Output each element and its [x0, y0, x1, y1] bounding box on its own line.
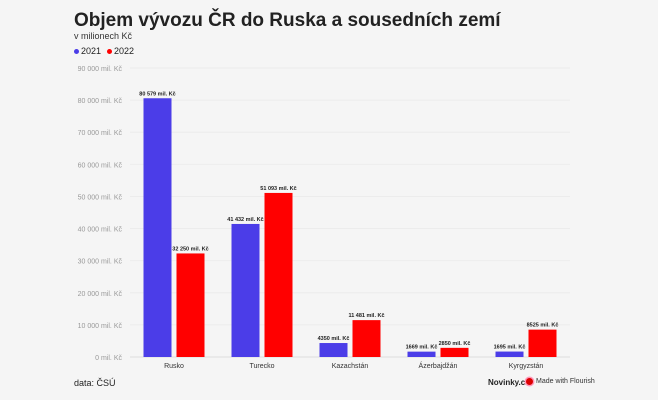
data-source: data: ČSÚ: [74, 378, 116, 388]
legend-dot-icon: [74, 49, 79, 55]
y-tick-label: 0 mil. Kč: [95, 355, 122, 362]
legend: 2021 2022: [74, 46, 134, 56]
data-label: 8525 mil. Kč: [527, 323, 559, 329]
y-tick-label: 50 000 mil. Kč: [78, 194, 123, 201]
flourish-icon: [526, 378, 533, 385]
x-tick-label: Kyrgyzstán: [509, 363, 544, 370]
bar-2021[interactable]: [495, 351, 524, 357]
bar-2021[interactable]: [319, 343, 348, 357]
bar-2021[interactable]: [143, 98, 172, 357]
data-label: 11 481 mil. Kč: [348, 313, 384, 319]
data-label: 80 579 mil. Kč: [139, 91, 175, 97]
flourish-label: Made with Flourish: [536, 378, 595, 385]
brand-logo[interactable]: Novinky.cz: [488, 378, 530, 387]
y-tick-label: 20 000 mil. Kč: [78, 291, 123, 298]
legend-dot-icon: [107, 49, 113, 55]
data-label: 32 250 mil. Kč: [172, 246, 208, 252]
made-with-flourish[interactable]: Made with Flourish: [526, 378, 595, 385]
y-tick-label: 60 000 mil. Kč: [78, 162, 123, 169]
bar-2021[interactable]: [407, 351, 436, 357]
data-label: 1669 mil. Kč: [406, 345, 438, 351]
legend-label: 2022: [114, 46, 135, 56]
x-tick-label: Turecko: [249, 363, 274, 370]
bar-2022[interactable]: [264, 192, 293, 357]
bar-2022[interactable]: [176, 253, 205, 357]
data-label: 1695 mil. Kč: [494, 345, 526, 351]
x-tick-label: Ázerbajdžán: [419, 361, 458, 370]
data-label: 2850 mil. Kč: [439, 341, 471, 347]
bar-2022[interactable]: [352, 320, 381, 357]
bar-2022[interactable]: [528, 329, 557, 357]
legend-label: 2021: [81, 46, 102, 56]
x-tick-label: Rusko: [164, 363, 184, 370]
y-tick-label: 80 000 mil. Kč: [78, 98, 123, 105]
x-tick-label: Kazachstán: [332, 363, 369, 370]
data-label: 41 432 mil. Kč: [227, 217, 263, 223]
legend-item-2022[interactable]: 2022: [107, 46, 134, 56]
bar-2022[interactable]: [440, 347, 469, 357]
y-tick-label: 30 000 mil. Kč: [78, 259, 123, 266]
legend-item-2021[interactable]: 2021: [74, 46, 101, 56]
data-label: 4350 mil. Kč: [318, 336, 350, 342]
y-tick-label: 90 000 mil. Kč: [78, 66, 123, 73]
data-label: 51 093 mil. Kč: [260, 186, 296, 192]
y-tick-label: 40 000 mil. Kč: [78, 227, 123, 234]
chart-subtitle: v milionech Kč: [74, 31, 133, 41]
y-tick-label: 10 000 mil. Kč: [78, 323, 123, 330]
chart-title: Objem vývozu ČR do Ruska a sousedních ze…: [74, 10, 501, 31]
bar-2021[interactable]: [231, 223, 260, 357]
y-tick-label: 70 000 mil. Kč: [78, 130, 123, 137]
